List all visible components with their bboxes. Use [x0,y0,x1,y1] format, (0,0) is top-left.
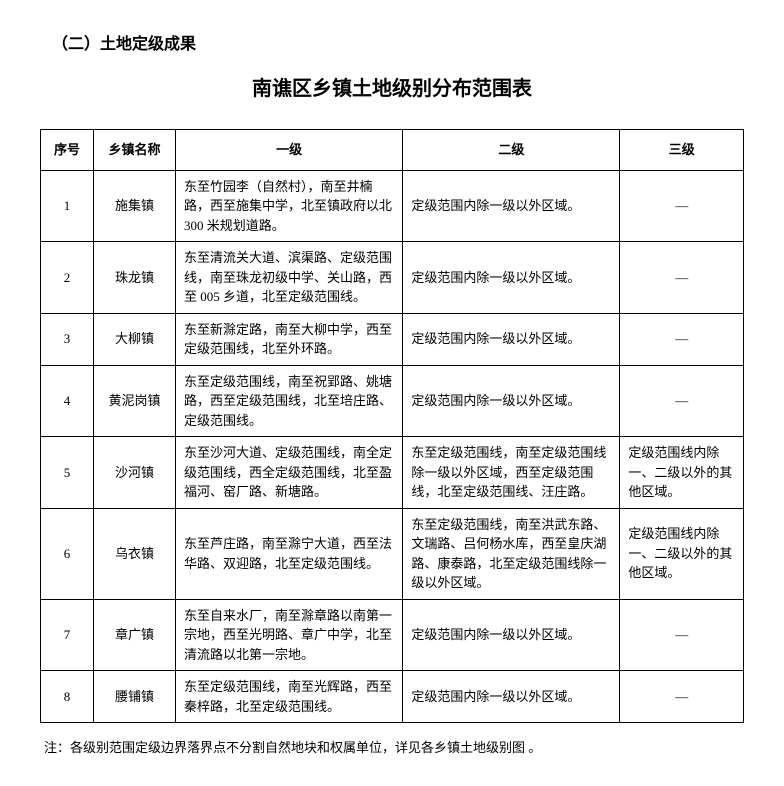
cell-level2: 东至定级范围线，南至定级范围线除一级以外区域，西至定级范围线，北至定级范围线、汪… [403,437,620,509]
cell-level3: 定级范围线内除一、二级以外的其他区域。 [620,508,744,599]
cell-name: 珠龙镇 [93,242,175,314]
page-title: 南谯区乡镇土地级别分布范围表 [40,72,744,101]
cell-level2: 定级范围内除一级以外区域。 [403,599,620,671]
cell-level3: — [620,242,744,314]
cell-seq: 3 [41,313,94,365]
table-row: 3 大柳镇 东至新滁定路，南至大柳中学，西至定级范围线，北至外环路。 定级范围内… [41,313,744,365]
cell-seq: 8 [41,671,94,723]
cell-level1: 东至清流关大道、滨渠路、定级范围线，南至珠龙初级中学、关山路，西至 005 乡道… [175,242,402,314]
cell-level1: 东至芦庄路，南至滁宁大道，西至法华路、双迎路，北至定级范围线。 [175,508,402,599]
cell-level3: — [620,170,744,242]
cell-level3: — [620,313,744,365]
cell-level2: 定级范围内除一级以外区域。 [403,242,620,314]
cell-seq: 2 [41,242,94,314]
section-heading: （二）土地定级成果 [52,30,744,54]
cell-name: 沙河镇 [93,437,175,509]
col-header-seq: 序号 [41,130,94,171]
cell-level3: — [620,599,744,671]
cell-level3: 定级范围线内除一、二级以外的其他区域。 [620,437,744,509]
table-row: 8 腰铺镇 东至定级范围线，南至光辉路，西至秦梓路，北至定级范围线。 定级范围内… [41,671,744,723]
cell-level2: 东至定级范围线，南至洪武东路、文瑞路、吕何杨水库，西至皇庆湖路、康泰路，北至定级… [403,508,620,599]
cell-level1: 东至定级范围线，南至光辉路，西至秦梓路，北至定级范围线。 [175,671,402,723]
cell-name: 章广镇 [93,599,175,671]
cell-level2: 定级范围内除一级以外区域。 [403,170,620,242]
cell-level1: 东至新滁定路，南至大柳中学，西至定级范围线，北至外环路。 [175,313,402,365]
land-grade-table: 序号 乡镇名称 一级 二级 三级 1 施集镇 东至竹园李（自然村），南至井楠路，… [40,129,744,723]
cell-name: 施集镇 [93,170,175,242]
col-header-level2: 二级 [403,130,620,171]
cell-level1: 东至沙河大道、定级范围线，南全定级范围线，西全定级范围线，北至盈福河、窑厂路、新… [175,437,402,509]
footnote: 注：各级别范围定级边界落界点不分割自然地块和权属单位，详见各乡镇土地级别图 。 [44,737,744,756]
cell-seq: 7 [41,599,94,671]
table-row: 6 乌衣镇 东至芦庄路，南至滁宁大道，西至法华路、双迎路，北至定级范围线。 东至… [41,508,744,599]
cell-seq: 4 [41,365,94,437]
cell-name: 黄泥岗镇 [93,365,175,437]
table-header-row: 序号 乡镇名称 一级 二级 三级 [41,130,744,171]
cell-level3: — [620,671,744,723]
cell-level1: 东至定级范围线，南至祝郢路、姚塘路，西至定级范围线，北至培庄路、定级范围线。 [175,365,402,437]
table-body: 1 施集镇 东至竹园李（自然村），南至井楠路，西至施集中学，北至镇政府以北 30… [41,170,744,723]
table-row: 2 珠龙镇 东至清流关大道、滨渠路、定级范围线，南至珠龙初级中学、关山路，西至 … [41,242,744,314]
cell-level2: 定级范围内除一级以外区域。 [403,313,620,365]
table-row: 1 施集镇 东至竹园李（自然村），南至井楠路，西至施集中学，北至镇政府以北 30… [41,170,744,242]
cell-name: 腰铺镇 [93,671,175,723]
col-header-level1: 一级 [175,130,402,171]
cell-seq: 5 [41,437,94,509]
cell-seq: 6 [41,508,94,599]
cell-level3: — [620,365,744,437]
cell-level2: 定级范围内除一级以外区域。 [403,671,620,723]
table-row: 4 黄泥岗镇 东至定级范围线，南至祝郢路、姚塘路，西至定级范围线，北至培庄路、定… [41,365,744,437]
cell-level2: 定级范围内除一级以外区域。 [403,365,620,437]
table-row: 7 章广镇 东至自来水厂，南至滁章路以南第一宗地，西至光明路、章广中学，北至清流… [41,599,744,671]
table-row: 5 沙河镇 东至沙河大道、定级范围线，南全定级范围线，西全定级范围线，北至盈福河… [41,437,744,509]
cell-seq: 1 [41,170,94,242]
cell-name: 大柳镇 [93,313,175,365]
col-header-level3: 三级 [620,130,744,171]
cell-level1: 东至竹园李（自然村），南至井楠路，西至施集中学，北至镇政府以北 300 米规划道… [175,170,402,242]
cell-name: 乌衣镇 [93,508,175,599]
col-header-name: 乡镇名称 [93,130,175,171]
cell-level1: 东至自来水厂，南至滁章路以南第一宗地，西至光明路、章广中学，北至清流路以北第一宗… [175,599,402,671]
